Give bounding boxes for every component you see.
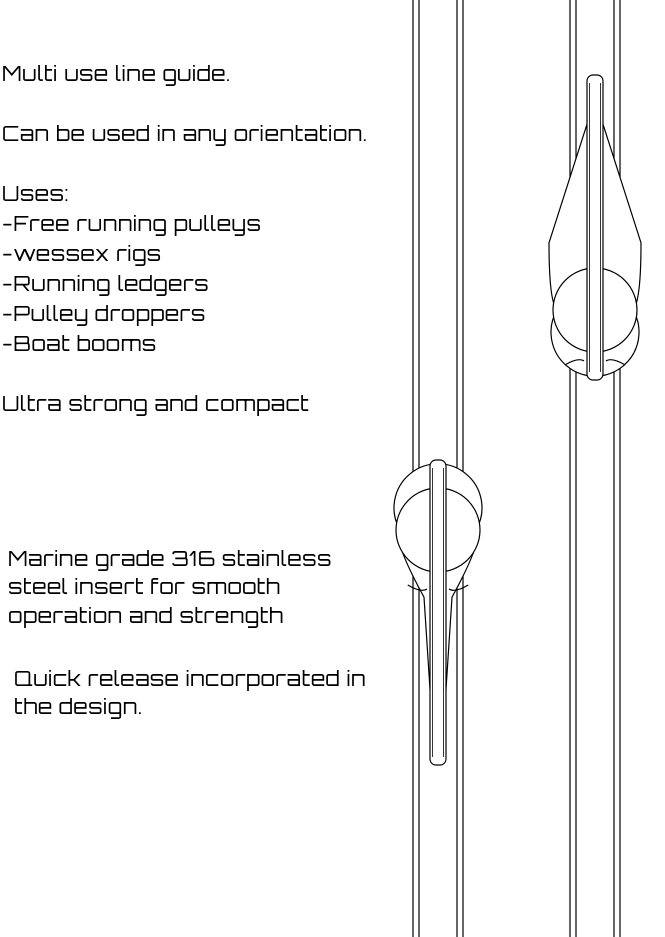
line-guide-diagram	[0, 0, 665, 937]
canvas: Multi use line guide. Can be used in any…	[0, 0, 665, 937]
